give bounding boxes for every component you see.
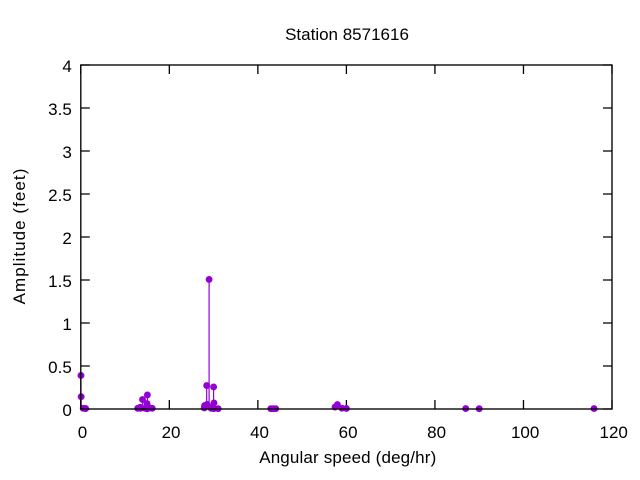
svg-text:20: 20 bbox=[162, 423, 181, 442]
svg-text:120: 120 bbox=[600, 423, 628, 442]
svg-text:0: 0 bbox=[78, 423, 87, 442]
svg-text:1.5: 1.5 bbox=[48, 272, 72, 291]
svg-text:40: 40 bbox=[250, 423, 269, 442]
svg-text:2: 2 bbox=[62, 229, 71, 248]
svg-text:Angular speed (deg/hr): Angular speed (deg/hr) bbox=[259, 448, 436, 467]
svg-text:3: 3 bbox=[62, 143, 71, 162]
svg-text:Amplitude (feet): Amplitude (feet) bbox=[10, 168, 29, 305]
svg-text:2.5: 2.5 bbox=[48, 186, 72, 205]
svg-text:4: 4 bbox=[62, 57, 71, 76]
svg-text:3.5: 3.5 bbox=[48, 100, 72, 119]
svg-text:60: 60 bbox=[339, 423, 358, 442]
svg-text:0.5: 0.5 bbox=[48, 358, 72, 377]
svg-text:100: 100 bbox=[511, 423, 539, 442]
svg-text:1: 1 bbox=[62, 315, 71, 334]
svg-text:80: 80 bbox=[427, 423, 446, 442]
svg-text:0: 0 bbox=[62, 401, 71, 420]
svg-text:Station 8571616: Station 8571616 bbox=[285, 25, 409, 44]
